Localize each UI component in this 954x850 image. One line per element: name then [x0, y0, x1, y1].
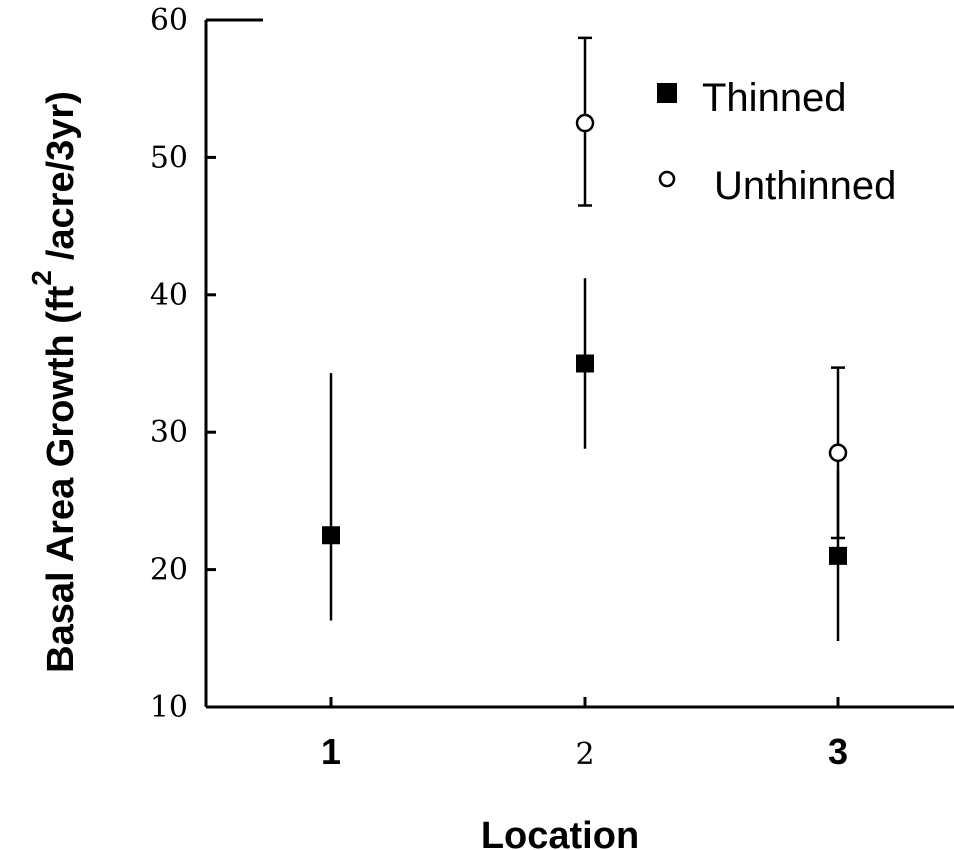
x-tick-label: 2	[575, 737, 594, 772]
data-marks	[322, 36, 848, 642]
x-ticks: 1 2 3	[321, 697, 848, 772]
y-tick-label: 20	[150, 553, 188, 588]
x-tick-label: 3	[828, 731, 848, 772]
y-tick-label: 60	[150, 3, 188, 38]
y-tick-label: 30	[150, 415, 188, 450]
data-point-thinned	[322, 526, 340, 545]
svg-text:Basal Area Growth (ft2/acre/3y: Basal Area Growth (ft2/acre/3yr)	[26, 91, 82, 673]
legend-unthinned-label: Unthinned	[714, 164, 896, 208]
data-point-unthinned	[828, 443, 848, 463]
y-axis-title-superscript: 2	[26, 270, 57, 286]
data-point-thinned	[576, 354, 594, 373]
x-tick-label: 1	[321, 731, 341, 772]
y-tick-label: 50	[150, 140, 188, 175]
legend-thinned-swatch	[657, 83, 677, 103]
legend-unthinned-swatch	[658, 170, 676, 188]
y-tick-label: 10	[150, 690, 188, 725]
data-point-unthinned	[575, 113, 595, 133]
y-ticks: 10 20 30 40 50 60	[150, 3, 216, 725]
legend-thinned-label: Thinned	[702, 76, 847, 120]
y-axis-title-main: Basal Area Growth (ft	[40, 285, 82, 672]
y-tick-label: 40	[150, 278, 188, 313]
data-point-thinned	[829, 546, 847, 565]
y-axis-title-tail: /acre/3yr)	[40, 91, 82, 260]
legend: Thinned Unthinned	[657, 76, 896, 208]
y-axis-title: Basal Area Growth (ft2/acre/3yr)	[26, 91, 82, 673]
x-axis-title: Location	[481, 815, 639, 850]
